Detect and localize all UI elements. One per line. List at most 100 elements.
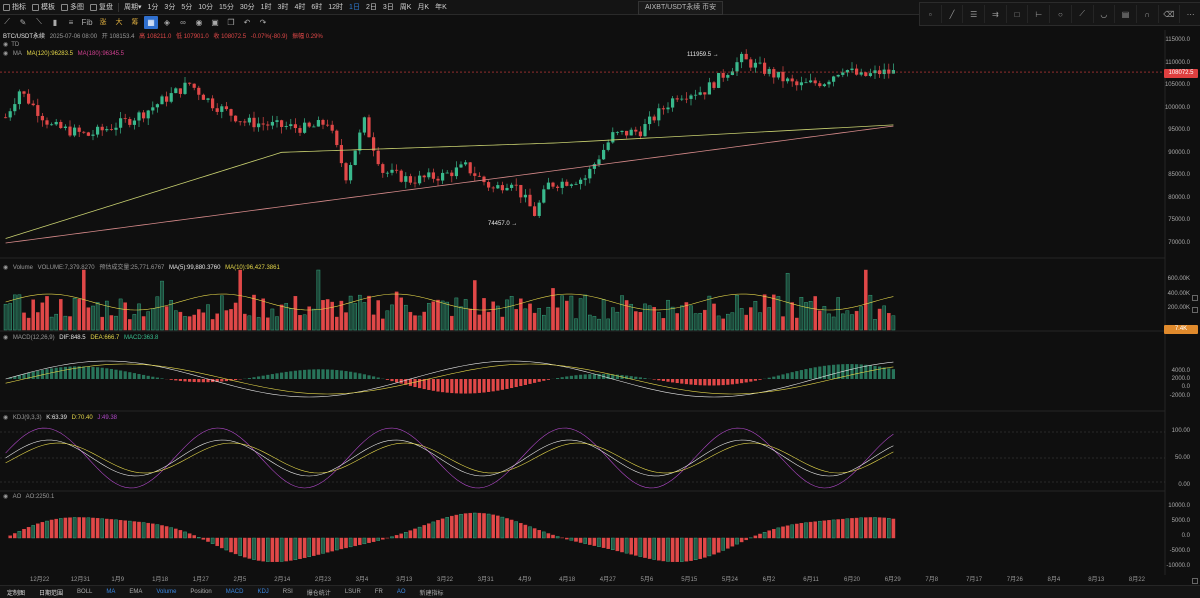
ruler-tool-icon[interactable]: ⟍ <box>32 16 46 29</box>
custom-chart-button[interactable]: 定制图 <box>0 588 32 597</box>
template-button[interactable]: 模板 <box>29 0 58 14</box>
rect-icon[interactable]: □ <box>1007 5 1029 23</box>
pane-toggle-icon[interactable] <box>1192 307 1198 313</box>
multi-chart-button[interactable]: 多图 <box>58 0 87 14</box>
timeframe-1[interactable]: 3分 <box>161 0 178 14</box>
timeframe-15[interactable]: 月K <box>414 0 432 14</box>
indicator-boll[interactable]: BOLL <box>70 589 99 595</box>
indicator-ma[interactable]: MA <box>99 589 122 595</box>
replay-button[interactable]: 复盘 <box>87 0 116 14</box>
volume-bar <box>41 303 44 330</box>
timeframe-12[interactable]: 2日 <box>363 0 380 14</box>
volume-bar <box>607 319 610 330</box>
time-axis-label: 5月15 <box>681 574 697 583</box>
redo-icon[interactable]: ↷ <box>256 16 270 29</box>
more-icon[interactable]: ⋯ <box>1180 5 1200 23</box>
new-indicator-button[interactable]: 新建指标 <box>413 588 451 597</box>
macd-bar <box>768 378 771 379</box>
timeframe-7[interactable]: 3时 <box>275 0 292 14</box>
timeframe-5[interactable]: 30分 <box>237 0 258 14</box>
chart-canvas[interactable] <box>0 30 1200 585</box>
note-icon[interactable]: ▤ <box>1115 5 1137 23</box>
indicator-fr[interactable]: FR <box>368 589 390 595</box>
undo-icon[interactable]: ↶ <box>240 16 254 29</box>
macd-bar <box>409 379 412 386</box>
trendline-icon[interactable]: ╱ <box>942 5 964 23</box>
volume-bar <box>225 311 228 330</box>
period-dropdown[interactable]: 周期▾ <box>121 0 145 14</box>
time-axis-label: 12月31 <box>71 574 90 583</box>
timeframe-4[interactable]: 15分 <box>216 0 237 14</box>
big-tool[interactable]: 大 <box>112 16 126 29</box>
eye-icon[interactable]: ◉ <box>3 415 8 421</box>
timeframe-0[interactable]: 1分 <box>145 0 162 14</box>
timeframe-16[interactable]: 年K <box>432 0 450 14</box>
fib-text-tool[interactable]: Fib <box>80 16 94 29</box>
timeframe-11[interactable]: 1日 <box>346 0 363 14</box>
arc-icon[interactable]: ◡ <box>1094 5 1116 23</box>
timeframe-8[interactable]: 4时 <box>291 0 308 14</box>
ma120-value: MA(120):96283.5 <box>27 51 73 57</box>
candle-body <box>528 195 531 206</box>
rise-tool[interactable]: 涨 <box>96 16 110 29</box>
indicator-volume[interactable]: Volume <box>149 589 183 595</box>
time-axis-label: 3月13 <box>396 574 412 583</box>
lock-tool-icon[interactable]: ▣ <box>208 16 222 29</box>
indicator-kdj[interactable]: KDJ <box>250 589 275 595</box>
multi-chart-icon <box>61 4 68 11</box>
volume-bar <box>303 315 306 330</box>
indicator-lsur[interactable]: LSUR <box>338 589 368 595</box>
candle-body <box>607 142 610 150</box>
pane-toggle-icon[interactable] <box>1192 295 1198 301</box>
volume-bar <box>561 296 564 330</box>
channel-icon[interactable]: ⇉ <box>985 5 1007 23</box>
indicator-rsi[interactable]: RSI <box>276 589 300 595</box>
timeframe-3[interactable]: 10分 <box>195 0 216 14</box>
timeframe-6[interactable]: 1时 <box>258 0 275 14</box>
pen-tool-icon[interactable]: ✎ <box>16 16 30 29</box>
eye-icon[interactable]: ◉ <box>3 51 8 57</box>
macd-bar <box>271 374 274 379</box>
cursor-icon[interactable]: ▫ <box>920 5 942 23</box>
settings-icon[interactable] <box>1192 578 1198 584</box>
ao-bar <box>791 525 794 538</box>
bar-tool-icon[interactable]: ▮ <box>48 16 62 29</box>
indicator-position[interactable]: Position <box>183 589 218 595</box>
ellipse-icon[interactable]: ○ <box>1050 5 1072 23</box>
fib-tool-icon[interactable]: ≡ <box>64 16 78 29</box>
ao-bar <box>170 528 173 538</box>
volume-bar <box>846 311 849 330</box>
eraser-tool-icon[interactable]: ◈ <box>160 16 174 29</box>
copy-tool-icon[interactable]: ❐ <box>224 16 238 29</box>
indicator-liquidation[interactable]: 爆仓统计 <box>300 588 338 597</box>
timeframe-2[interactable]: 5分 <box>178 0 195 14</box>
indicator-ema[interactable]: EMA <box>122 589 149 595</box>
macd-bar <box>593 374 596 379</box>
eye-tool-icon[interactable]: ◉ <box>192 16 206 29</box>
candle-body <box>703 92 706 94</box>
brush-icon[interactable]: ⟋ <box>1072 5 1094 23</box>
eye-icon[interactable]: ◉ <box>3 42 8 48</box>
eye-icon[interactable]: ◉ <box>3 494 8 500</box>
volume-bar <box>326 299 329 330</box>
date-range-button[interactable]: 日期范围 <box>32 588 70 597</box>
line-tool-icon[interactable]: ⟋ <box>0 16 14 29</box>
hline-icon[interactable]: ☰ <box>963 5 985 23</box>
eye-icon[interactable]: ◉ <box>3 265 8 271</box>
timeframe-9[interactable]: 6时 <box>308 0 325 14</box>
timeframe-13[interactable]: 3日 <box>380 0 397 14</box>
chip-tool[interactable]: 筹 <box>128 16 142 29</box>
link-tool-icon[interactable]: ∞ <box>176 16 190 29</box>
timeframe-14[interactable]: 周K <box>397 0 415 14</box>
range-icon[interactable]: ⊢ <box>1028 5 1050 23</box>
timeframe-10[interactable]: 12时 <box>325 0 346 14</box>
symbol-tab[interactable]: AIXBT/USDT永续 币安 <box>638 1 723 15</box>
grid-tool-icon[interactable]: ▦ <box>144 16 158 29</box>
indicator-macd[interactable]: MACD <box>219 589 251 595</box>
volume-bar <box>768 307 771 330</box>
delete-icon[interactable]: ⌫ <box>1159 5 1181 23</box>
eye-icon[interactable]: ◉ <box>3 335 8 341</box>
magnet-icon[interactable]: ∩ <box>1137 5 1159 23</box>
indicator-button[interactable]: 指标 <box>0 0 29 14</box>
indicator-ao[interactable]: AO <box>390 589 413 595</box>
